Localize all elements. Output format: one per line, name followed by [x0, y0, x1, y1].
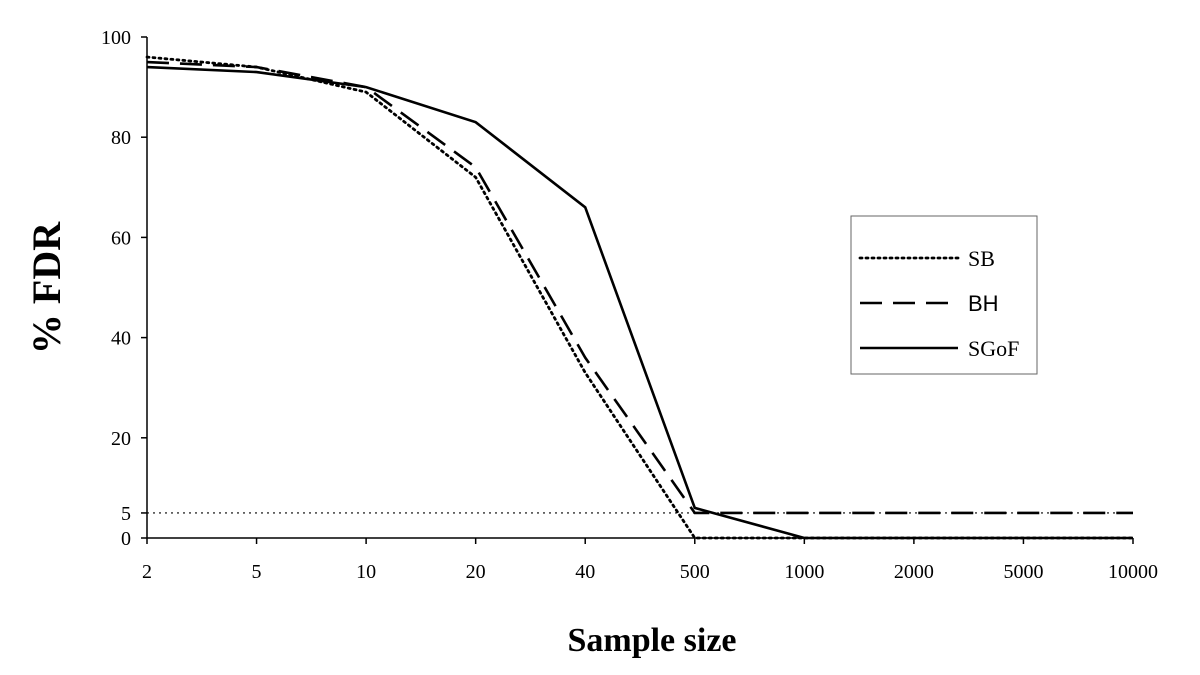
- legend-label-sb: SB: [968, 246, 995, 271]
- y-tick-label: 60: [111, 227, 131, 249]
- series-layer: [145, 55, 1135, 540]
- y-tick-label: 0: [121, 528, 131, 550]
- x-tick-label: 500: [680, 561, 710, 583]
- x-tick-label: 10000: [1108, 561, 1158, 583]
- series-line-bh: [146, 60, 1133, 515]
- y-axis-title: % FDR: [24, 221, 69, 354]
- x-tick-label: 1000: [784, 561, 824, 583]
- x-tick-label: 40: [575, 561, 595, 583]
- y-tick-label: 5: [121, 503, 131, 525]
- legend: SB BH SGoF: [850, 215, 1038, 375]
- x-axis-title: Sample size: [567, 622, 736, 659]
- x-tick-layer: 2 5 10 20 40 500 1000 2000 5000 10000: [142, 538, 1158, 583]
- legend-label-bh: BH: [968, 291, 999, 316]
- y-tick-label: 20: [111, 428, 131, 450]
- y-tick-label: 40: [111, 328, 131, 350]
- y-tick-label: 80: [111, 127, 131, 149]
- legend-label-sgof: SGoF: [968, 336, 1019, 361]
- x-tick-label: 5: [252, 561, 262, 583]
- series-line-sgof: [146, 65, 1133, 540]
- x-tick-label: 10: [356, 561, 376, 583]
- x-tick-label: 5000: [1003, 561, 1043, 583]
- x-tick-label: 2: [142, 561, 152, 583]
- x-tick-label: 20: [466, 561, 486, 583]
- y-tick-layer: 0 5 20 40 60 80 100: [101, 27, 147, 550]
- x-tick-label: 2000: [894, 561, 934, 583]
- y-tick-label: 100: [101, 27, 131, 49]
